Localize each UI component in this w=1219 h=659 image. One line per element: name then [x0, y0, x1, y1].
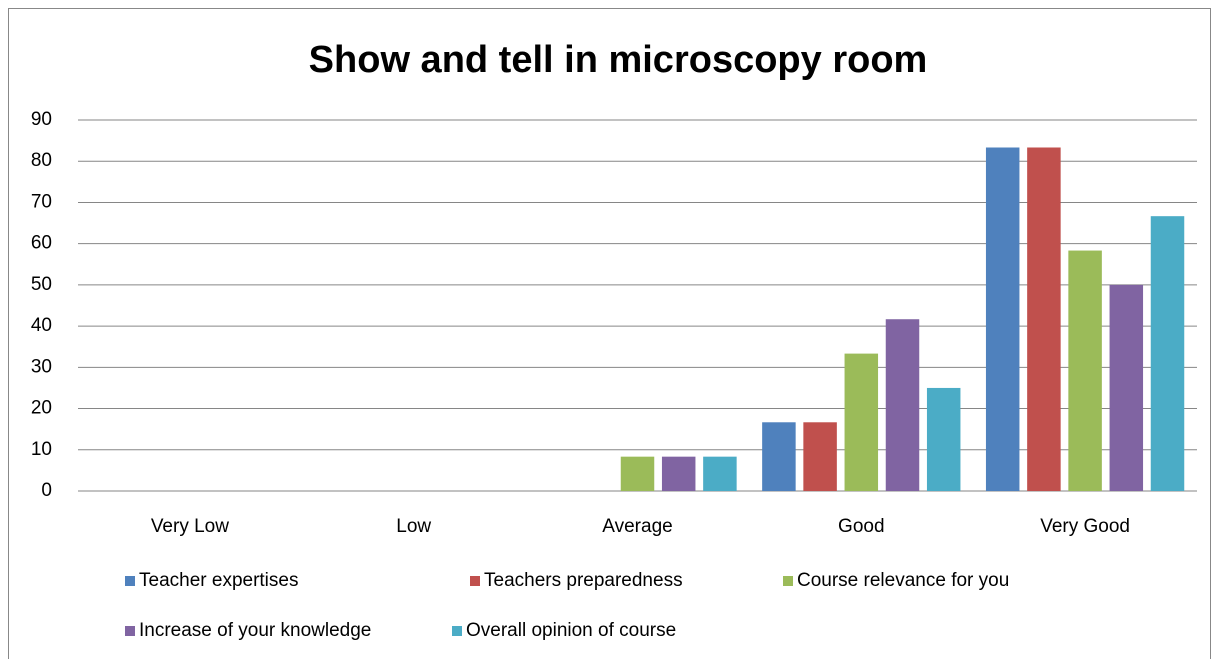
- y-tick-label: 70: [31, 191, 52, 212]
- y-tick-label: 40: [31, 315, 52, 336]
- legend-label: Teachers preparedness: [484, 570, 683, 591]
- y-tick-label: 60: [31, 233, 52, 254]
- bar: [661, 456, 696, 491]
- legend-swatch: [452, 626, 462, 636]
- y-tick-label: 20: [31, 398, 52, 419]
- y-tick-label: 0: [41, 480, 52, 501]
- bar: [844, 353, 879, 491]
- bar: [926, 387, 961, 491]
- x-tick-label: Low: [396, 516, 431, 537]
- bar: [803, 422, 837, 491]
- y-tick-label: 10: [31, 439, 52, 460]
- x-tick-label: Very Good: [1040, 516, 1130, 537]
- legend-swatch: [125, 576, 135, 586]
- legend-label: Overall opinion of course: [466, 620, 676, 641]
- x-tick-label: Average: [602, 516, 672, 537]
- legend-swatch: [783, 576, 793, 586]
- bar: [1109, 284, 1144, 491]
- bar: [985, 147, 1020, 491]
- bar: [1027, 147, 1061, 491]
- y-tick-label: 80: [31, 150, 52, 171]
- chart-title: Show and tell in microscopy room: [309, 39, 928, 81]
- y-tick-label: 30: [31, 356, 52, 377]
- bar: [1150, 216, 1185, 491]
- legend-label: Course relevance for you: [797, 570, 1009, 591]
- bar: [885, 319, 920, 491]
- y-tick-label: 50: [31, 274, 52, 295]
- bar: [620, 456, 655, 491]
- x-tick-label: Very Low: [151, 516, 229, 537]
- bar: [703, 456, 737, 491]
- legend-swatch: [470, 576, 480, 586]
- chart-border: [8, 8, 1211, 659]
- y-tick-label: 90: [31, 109, 52, 130]
- legend-swatch: [125, 626, 135, 636]
- bar: [1068, 250, 1102, 491]
- bar: [762, 422, 796, 491]
- legend-label: Teacher expertises: [139, 570, 298, 591]
- x-tick-label: Good: [838, 516, 884, 537]
- legend-label: Increase of your knowledge: [139, 620, 371, 641]
